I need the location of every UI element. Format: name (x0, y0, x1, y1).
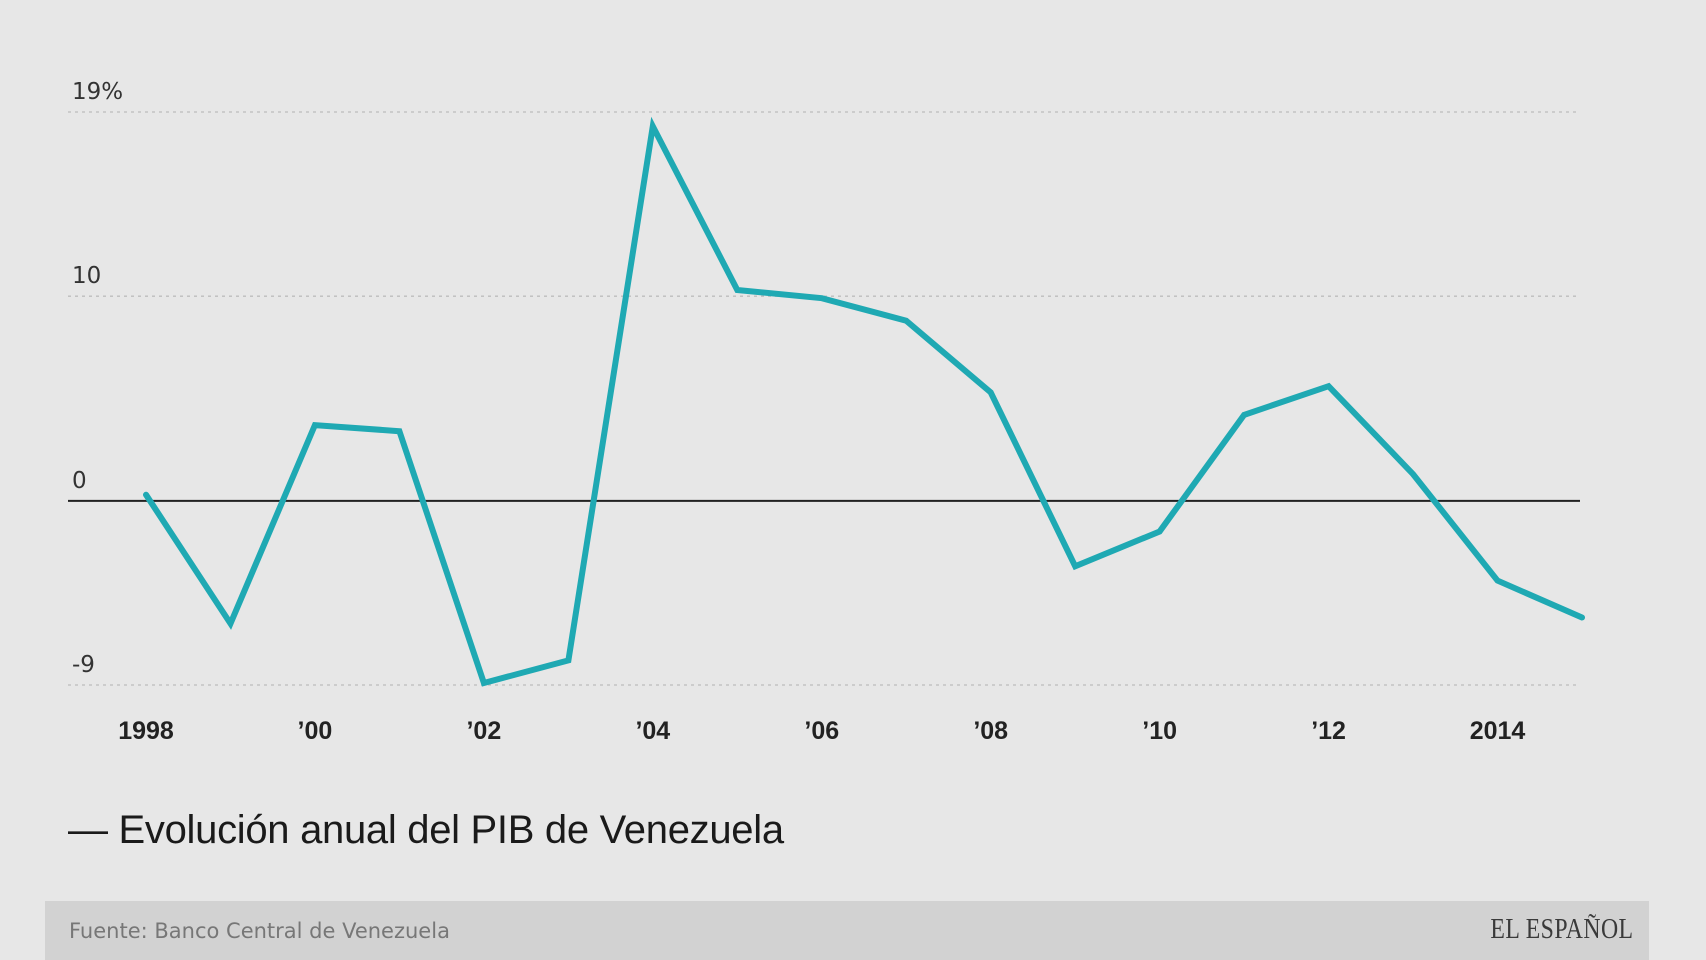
data-point (1072, 563, 1078, 569)
data-point (396, 428, 402, 434)
y-tick-label: -9 (72, 652, 95, 678)
x-tick-label: ’08 (973, 717, 1008, 745)
data-point (481, 680, 487, 686)
data-point (1579, 614, 1585, 620)
data-point (1157, 529, 1163, 535)
data-point (1326, 383, 1332, 389)
data-point (734, 287, 740, 293)
data-point (143, 492, 149, 498)
data-point (819, 295, 825, 301)
x-tick-label: ’00 (298, 717, 333, 745)
y-tick-label: 0 (72, 468, 87, 494)
data-point (565, 657, 571, 663)
data-point (1495, 578, 1501, 584)
x-tick-label: 1998 (118, 717, 174, 745)
series (143, 116, 1585, 687)
data-point (988, 389, 994, 395)
data-point (227, 621, 233, 627)
x-tick-label: ’04 (635, 717, 670, 745)
x-tick-label: ’12 (1311, 717, 1346, 745)
brand-logo: EL ESPAÑOL (1489, 913, 1633, 945)
x-tick-label: 2014 (1470, 717, 1526, 745)
data-point (1410, 471, 1416, 477)
data-point (650, 123, 656, 129)
y-tick-label: 10 (72, 263, 101, 289)
x-axis-ticks: 1998 ’00 ’02 ’04 ’06 ’08 ’10 ’12 2014 (118, 717, 1525, 745)
data-point (1241, 412, 1247, 418)
series-line (143, 116, 1585, 687)
footer-bar: Fuente: Banco Central de Venezuela EL ES… (45, 901, 1649, 960)
y-tick-label: 19% (72, 79, 123, 105)
data-point (312, 422, 318, 428)
y-axis-ticks: 19% 10 0 -9 (72, 79, 123, 678)
chart-legend-title: — Evolución anual del PIB de Venezuela (68, 808, 784, 852)
x-tick-label: ’10 (1142, 717, 1177, 745)
source-note: Fuente: Banco Central de Venezuela (69, 919, 450, 943)
gridlines (68, 111, 1580, 686)
data-point (903, 318, 909, 324)
x-tick-label: ’06 (804, 717, 839, 745)
x-tick-label: ’02 (466, 717, 501, 745)
